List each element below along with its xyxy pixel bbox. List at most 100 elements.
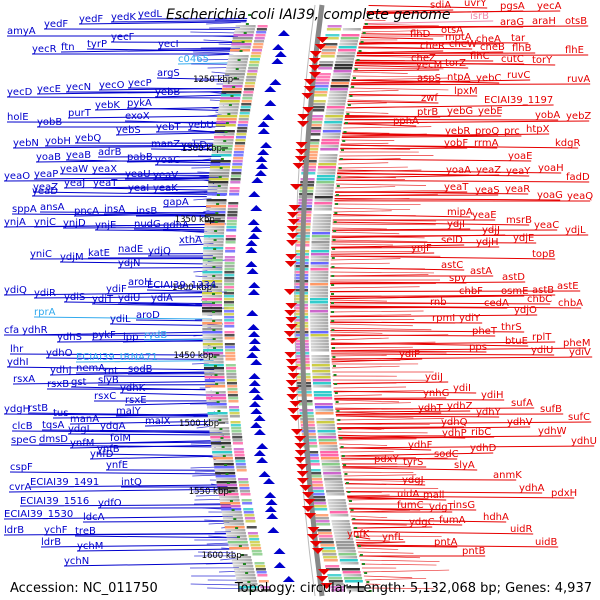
gene-leader-line — [127, 87, 232, 90]
feature-block — [211, 154, 232, 157]
gene-leader-line — [74, 535, 238, 539]
feature-block — [322, 553, 337, 556]
forward-gene-arrow — [253, 415, 266, 421]
feature-block — [228, 406, 239, 409]
feature-block — [257, 25, 268, 28]
feature-block — [227, 61, 248, 64]
feature-block — [229, 415, 240, 418]
gene-leader-line — [73, 213, 216, 217]
feature-block — [208, 424, 229, 427]
feature-block — [206, 397, 227, 400]
gene-label: yebT — [156, 122, 181, 133]
feature-block — [312, 220, 331, 223]
forward-gene-arrow — [262, 114, 275, 120]
feature-block — [315, 412, 334, 415]
feature-block — [310, 283, 329, 286]
gene-leader-line — [335, 186, 396, 189]
forward-gene-arrow — [257, 149, 270, 155]
forward-gene-arrow — [248, 338, 261, 344]
gene-label: flhE — [565, 45, 584, 56]
gene-leader-line — [359, 555, 421, 559]
feature-block — [309, 115, 324, 118]
gene-leader-line — [354, 63, 421, 66]
feature-block — [225, 352, 236, 355]
gene-leader-line — [115, 132, 225, 136]
gene-label: ynfB — [97, 444, 120, 455]
gene-label: flhD — [410, 29, 431, 40]
gene-leader-line — [331, 235, 425, 239]
feature-block — [320, 451, 339, 454]
feature-block — [324, 478, 343, 481]
feature-block — [321, 142, 340, 145]
feature-block — [224, 337, 235, 340]
gene-label: ydhZ — [447, 401, 473, 412]
gene-leader-line — [110, 19, 247, 23]
gene-leader-line — [144, 423, 219, 427]
gene-leader-line — [330, 323, 413, 327]
feature-block — [319, 445, 338, 448]
feature-block — [242, 97, 253, 100]
feature-block — [232, 163, 243, 166]
feature-block — [215, 127, 236, 130]
gene-label: uvrY — [464, 0, 487, 9]
feature-block — [239, 484, 250, 487]
feature-block — [318, 64, 333, 67]
gene-label: treB — [75, 526, 96, 537]
forward-gene-arrow — [254, 170, 267, 176]
gene-label: ntpA — [447, 72, 471, 83]
reverse-gene-arrow — [303, 499, 316, 505]
feature-block — [225, 364, 236, 367]
feature-block — [249, 61, 260, 64]
feature-block — [340, 40, 359, 43]
gene-label: argS — [157, 68, 180, 79]
forward-gene-arrow — [245, 240, 258, 246]
gene-label: motA — [445, 32, 472, 43]
accession-label: Accession: NC_011750 — [10, 581, 158, 596]
forward-gene-arrow — [255, 156, 268, 162]
feature-block — [224, 316, 235, 319]
feature-block — [208, 418, 229, 421]
feature-block — [328, 580, 343, 583]
gene-leader-line — [330, 305, 582, 309]
feature-block — [255, 565, 266, 568]
feature-block — [246, 76, 257, 79]
feature-block — [327, 103, 346, 106]
gene-label: pntB — [462, 546, 486, 557]
gene-leader-line — [354, 65, 469, 69]
feature-block — [219, 496, 240, 499]
feature-block — [202, 334, 223, 337]
feature-block — [323, 43, 338, 46]
feature-block — [310, 493, 325, 496]
gene-leader-line — [337, 431, 428, 434]
gene-leader-line — [334, 398, 505, 401]
reverse-gene-lines — [329, 5, 595, 589]
gene-label: yeaR — [505, 184, 530, 195]
feature-block — [250, 58, 261, 61]
feature-block — [248, 67, 259, 70]
feature-block — [245, 79, 256, 82]
feature-block — [313, 208, 332, 211]
gene-leader-line — [115, 413, 218, 417]
reverse-gene-arrow — [294, 457, 307, 463]
reverse-gene-arrow — [301, 93, 314, 99]
feature-block — [234, 454, 245, 457]
gene-leader-line — [342, 132, 499, 137]
gene-label: cheR — [420, 41, 445, 52]
feature-block — [312, 502, 327, 505]
gene-label: chbF — [459, 286, 483, 297]
gene-leader-line — [32, 191, 217, 196]
gene-label: yeaZ — [476, 165, 501, 176]
gene-label: rsxC — [94, 391, 116, 402]
feature-block — [209, 427, 230, 430]
gene-label: topB — [532, 249, 555, 260]
gene-label: yeaJ — [64, 178, 85, 189]
gene-leader-line — [344, 478, 517, 481]
gene-leader-line — [19, 504, 231, 507]
feature-block — [228, 400, 239, 403]
feature-block — [330, 514, 349, 517]
gene-label: ydiA — [151, 293, 173, 304]
feature-block — [311, 244, 330, 247]
gene-leader-line — [340, 455, 416, 458]
gene-label: tus — [53, 408, 68, 419]
gene-leader-line — [330, 262, 390, 265]
